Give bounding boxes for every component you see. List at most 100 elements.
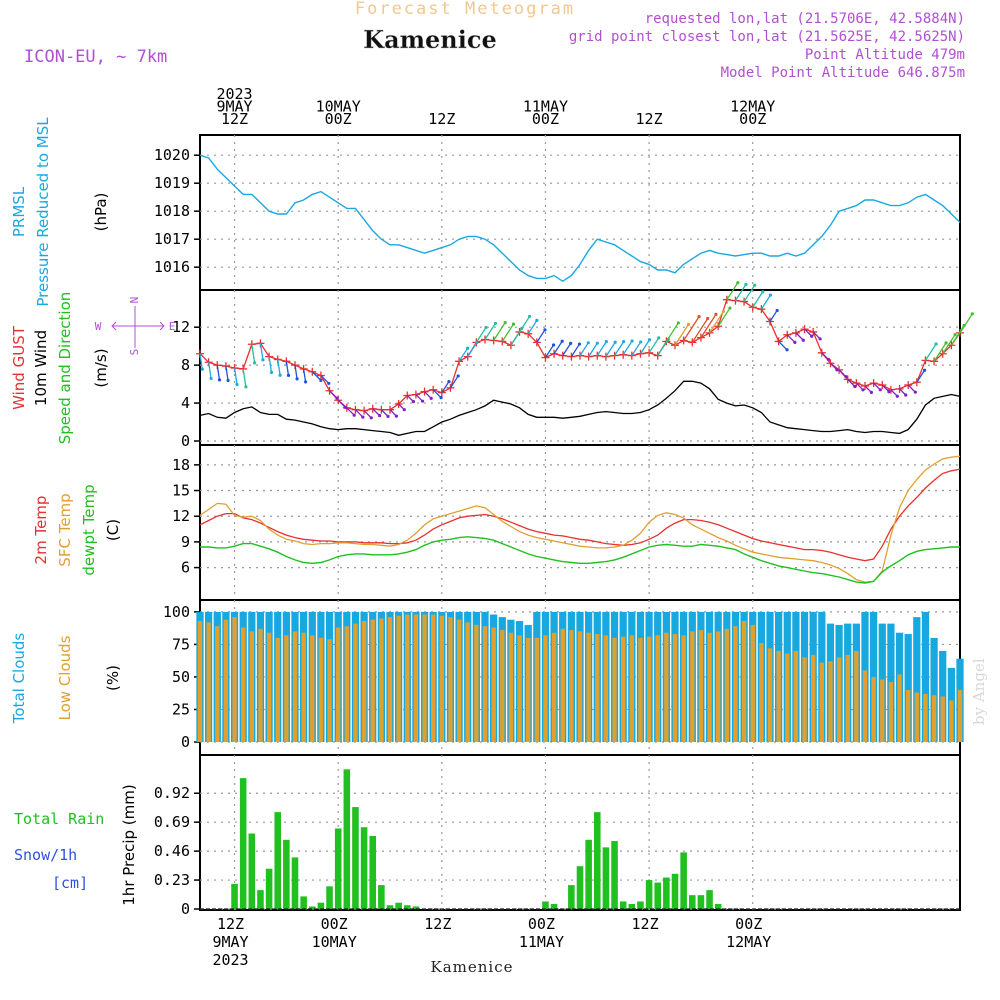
wind-arrow — [242, 368, 247, 387]
rain-bar — [637, 901, 644, 909]
gust-point — [843, 375, 852, 384]
low-cloud-bar — [897, 674, 902, 742]
wind-arrow-head — [785, 348, 789, 352]
time-label-top: 00Z — [532, 110, 559, 128]
low-cloud-bar — [785, 653, 790, 742]
low-cloud-bar — [957, 689, 963, 742]
wind-arrow — [259, 343, 264, 360]
low-cloud-bar — [517, 635, 522, 742]
wind-arrow — [631, 341, 642, 356]
ytick-label-wind: 0 — [181, 432, 190, 450]
low-cloud-bar — [802, 657, 807, 742]
wind-arrow-head — [895, 394, 899, 398]
wind-arrow-head — [818, 337, 822, 341]
rain-bar — [403, 905, 411, 909]
low-cloud-bar — [266, 632, 272, 742]
time-label-top: 2023 — [216, 85, 252, 103]
wind-arrow-head — [527, 314, 532, 319]
wind-arrow — [311, 371, 322, 381]
wind-arrow-head — [676, 321, 680, 325]
sfc-temp-line — [199, 455, 961, 583]
wind-arrow — [199, 353, 203, 370]
ytick-label-precip: 0 — [181, 900, 190, 918]
ytick-label-precip: 0.92 — [154, 784, 190, 802]
wind-arrow — [277, 359, 281, 376]
wind-arrow — [268, 356, 273, 373]
wind-arrow — [726, 282, 739, 301]
wind-arrow-head — [904, 393, 908, 397]
rain-bar — [602, 847, 610, 909]
wind-arrow — [233, 367, 238, 385]
low-cloud-bar — [431, 614, 436, 742]
t2m-line — [199, 468, 961, 562]
gust-point — [567, 352, 576, 361]
wind-arrow — [449, 375, 459, 389]
wind-arrow-head — [728, 306, 732, 310]
wind-arrow — [320, 375, 330, 384]
wind-arrow — [613, 341, 625, 356]
gust-point — [403, 391, 412, 400]
low-cloud-bar — [681, 635, 686, 742]
low-cloud-bar — [336, 627, 341, 742]
time-label-bottom: 11MAY — [519, 933, 564, 951]
wind-arrow — [372, 408, 381, 417]
requested-coords: requested lon,lat (21.5706E, 42.5884N) — [645, 11, 965, 27]
wind-arrow — [544, 344, 555, 358]
rain-bar — [628, 903, 636, 909]
wind-arrow-head — [269, 370, 274, 374]
gust-point — [869, 379, 878, 388]
wind-arrow-head — [295, 377, 299, 381]
wind-arrow — [329, 390, 338, 399]
wind-arrow-head — [970, 312, 974, 316]
wind-arrow — [674, 323, 690, 346]
wind-arrow-head — [768, 293, 773, 297]
wind-arrow-head — [630, 339, 634, 343]
wind-arrow — [639, 339, 651, 355]
low-cloud-bar — [716, 631, 721, 742]
wind-arrow — [691, 318, 709, 343]
wind-arrow — [760, 294, 771, 310]
pressure-line — [199, 154, 961, 283]
compass-s: S — [128, 349, 141, 356]
wind-arrow-head — [721, 309, 726, 314]
wind-arrow — [786, 334, 796, 343]
gust-point — [809, 327, 818, 336]
low-cloud-bar — [569, 630, 574, 742]
wind-arrow-head — [569, 341, 573, 346]
low-cloud-bar — [318, 637, 324, 742]
compass-w: W — [95, 320, 102, 333]
wind-arrow-head — [853, 384, 857, 389]
station-title: Kamenice — [363, 25, 497, 54]
low-cloud-bar — [448, 617, 453, 742]
wind-arrow — [570, 343, 581, 357]
wind-arrow-head — [447, 379, 451, 384]
wind-arrow — [752, 291, 764, 308]
low-cloud-bar — [249, 631, 254, 742]
compass-arrows — [111, 306, 165, 348]
wind-arrow — [622, 340, 633, 356]
rain-bar — [308, 906, 316, 909]
wind-arrow-head — [352, 413, 356, 417]
gust-point — [619, 350, 628, 359]
wind-arrow-head — [493, 321, 498, 326]
ytick-label-clouds: 0 — [181, 733, 190, 751]
low-cloud-bar — [914, 692, 919, 742]
low-cloud-bar — [258, 628, 263, 742]
low-cloud-bar — [500, 630, 505, 742]
wind-arrow-head — [835, 368, 839, 372]
wind-arrow — [916, 369, 926, 383]
wind-arrow — [579, 342, 589, 356]
gust-point — [411, 390, 420, 399]
wind-label: 10m Wind — [32, 330, 50, 406]
wind-arrow-head — [887, 390, 891, 394]
gust-point — [671, 341, 679, 350]
low-cloud-bar — [707, 632, 712, 742]
low-cloud-bar — [405, 614, 410, 742]
temp-unit: (C) — [104, 519, 122, 541]
dewpoint-label: dewpt Temp — [80, 484, 98, 575]
wind-arrow — [588, 342, 598, 357]
low-cloud-bar — [526, 637, 531, 742]
wind-arrow — [743, 284, 756, 302]
wind-arrow — [648, 337, 660, 354]
